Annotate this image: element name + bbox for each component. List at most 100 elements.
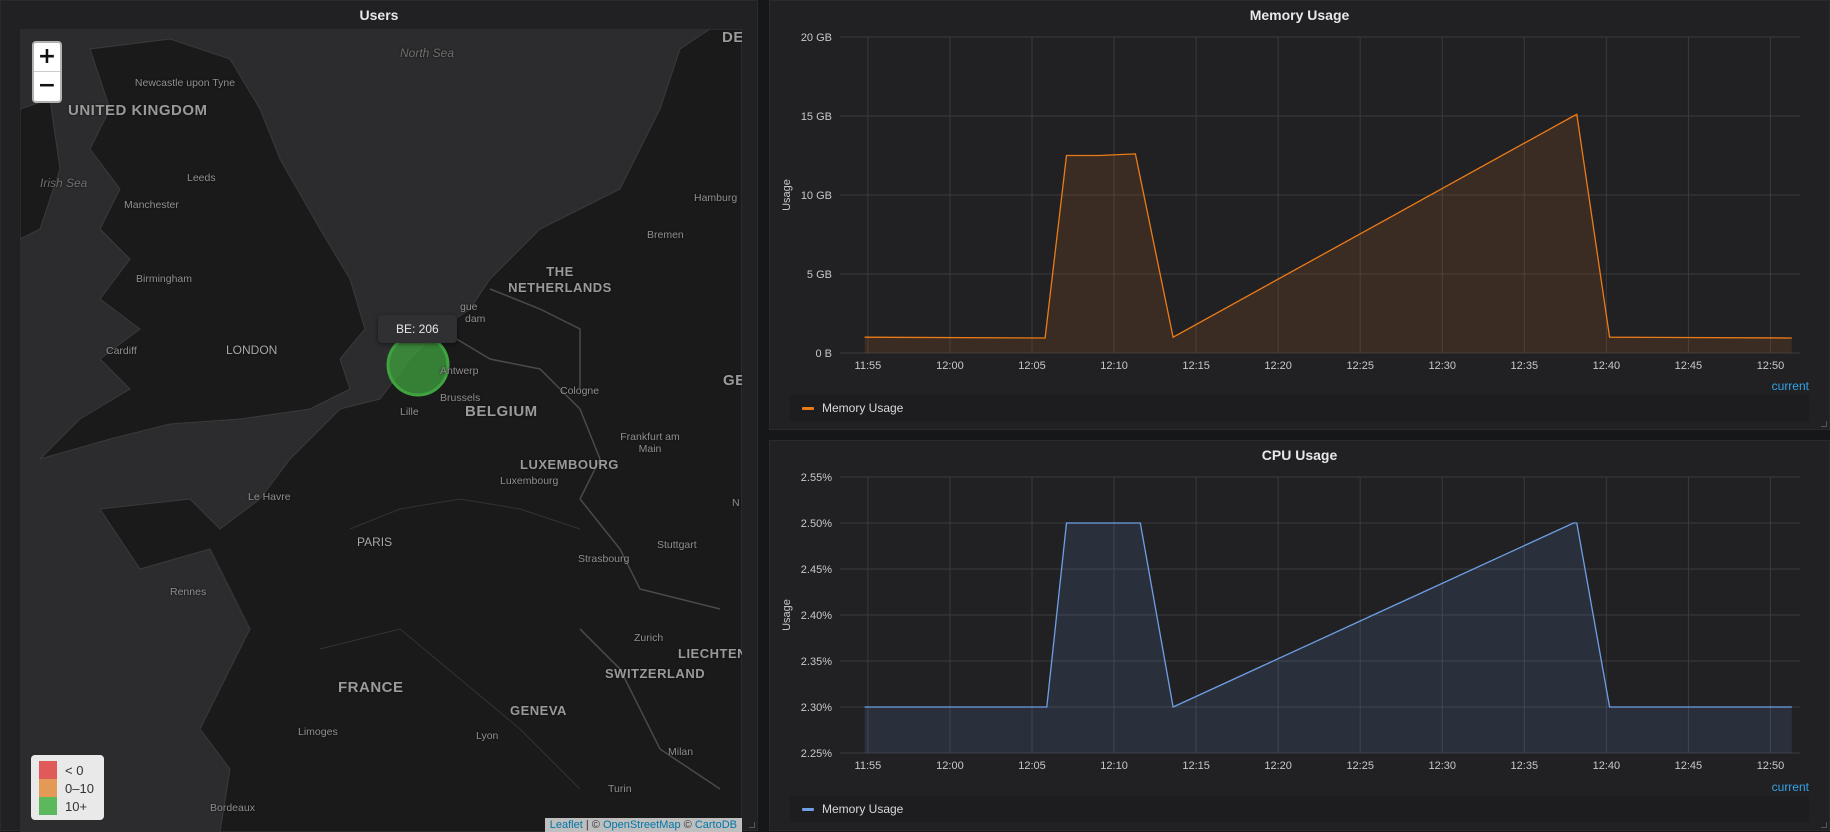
map-label-belgium: BELGIUM [465,403,538,420]
panel-resize-handle[interactable] [1821,421,1827,427]
map-label-antwerp: Antwerp [440,365,479,377]
map-label-geneva: GENEVA [510,703,567,718]
map-legend-row: < 0 [39,761,94,779]
zoom-in-button[interactable]: + [34,43,60,72]
memory-legend: Memory Usage [790,395,1809,421]
map-label-frankfurt: Frankfurt am Main [615,431,685,455]
map-label-luxembourg: LUXEMBOURG [520,457,619,472]
map-label-lyon: Lyon [476,730,498,742]
map-label-switzerland: SWITZERLAND [605,666,705,681]
x-tick-label: 12:25 [1346,360,1374,372]
x-tick-label: 12:15 [1182,360,1210,372]
map-label-stuttgart: Stuttgart [657,539,697,551]
map-label-hamburg: Hamburg [694,192,737,204]
map-label-le-havre: Le Havre [248,491,291,503]
x-tick-label: 12:00 [936,760,964,772]
map-label-milan: Milan [668,746,693,758]
map-label-birmingham: Birmingham [136,273,192,285]
map-label-turin: Turin [608,783,632,795]
y-tick-label: 2.25% [801,748,832,760]
cpu-usage-chart[interactable]: 2.25%2.30%2.35%2.40%2.45%2.50%2.55%11:55… [770,441,1830,781]
map-legend-row: 10+ [39,797,94,815]
x-tick-label: 12:05 [1018,760,1046,772]
map-label-luxembourg-city: Luxembourg [500,475,558,487]
x-tick-label: 12:50 [1757,360,1785,372]
map-label-manchester: Manchester [124,199,179,211]
x-tick-label: 11:55 [855,760,882,772]
x-tick-label: 12:40 [1593,760,1621,772]
legend-label-high: 10+ [65,799,87,814]
x-tick-label: 12:30 [1428,760,1456,772]
panel-resize-handle[interactable] [1821,822,1827,828]
map-label-north-sea: North Sea [400,47,450,59]
x-tick-label: 12:05 [1018,360,1046,372]
x-tick-label: 12:20 [1264,360,1292,372]
legend-label-low: 0–10 [65,781,94,796]
memory-legend-label[interactable]: Memory Usage [822,401,903,415]
map-label-ge-edge: GE [723,372,742,389]
map-label-london: LONDON [226,343,277,357]
cartodb-link[interactable]: CartoDB [695,819,737,831]
map-label-bordeaux: Bordeaux [210,802,255,814]
y-tick-label: 2.40% [801,610,832,622]
legend-series-color [802,407,814,410]
map-label-cologne: Cologne [560,385,599,397]
map-label-newcastle: Newcastle upon Tyne [130,77,240,89]
legend-swatch-negative [39,761,57,779]
map-label-irish-sea: Irish Sea [40,177,76,189]
map-marker-be [388,335,448,395]
world-map[interactable]: UNITED KINGDOM North Sea Irish Sea Newca… [20,29,742,832]
zoom-out-button[interactable]: − [34,72,60,101]
x-tick-label: 12:45 [1675,360,1703,372]
legend-series-color [802,808,814,811]
legend-label-negative: < 0 [65,763,83,778]
map-label-bremen: Bremen [647,229,684,241]
memory-current-label[interactable]: current [1772,379,1809,393]
y-tick-label: 2.35% [801,656,832,668]
y-tick-label: 20 GB [801,32,832,44]
map-attribution: Leaflet | © OpenStreetMap © CartoDB [545,818,742,832]
series-area [865,523,1792,753]
map-label-cardiff: Cardiff [106,345,137,357]
x-tick-label: 12:15 [1182,760,1210,772]
map-legend-row: 0–10 [39,779,94,797]
x-tick-label: 11:55 [855,360,882,372]
cpu-current-label[interactable]: current [1772,780,1809,794]
x-tick-label: 12:40 [1593,360,1621,372]
y-axis-label: Usage [781,599,793,631]
cpu-legend: Memory Usage [790,796,1809,822]
x-tick-label: 12:10 [1100,360,1128,372]
y-tick-label: 2.45% [801,564,832,576]
y-tick-label: 5 GB [807,269,832,281]
map-tooltip: BE: 206 [378,315,457,343]
y-tick-label: 2.30% [801,702,832,714]
attribution-separator: | © [583,819,603,831]
x-tick-label: 12:35 [1511,360,1539,372]
map-label-france: FRANCE [338,679,404,696]
map-label-strasbourg: Strasbourg [578,553,629,565]
map-label-dam: dam [465,313,485,325]
map-label-rennes: Rennes [170,586,206,598]
y-tick-label: 2.55% [801,472,832,484]
cpu-usage-panel: CPU Usage 2.25%2.30%2.35%2.40%2.45%2.50%… [769,440,1830,831]
x-tick-label: 12:10 [1100,760,1128,772]
legend-swatch-high [39,797,57,815]
panel-resize-handle[interactable] [749,822,755,828]
map-label-de-edge: DE [722,29,742,46]
y-tick-label: 10 GB [801,190,832,202]
cpu-legend-label[interactable]: Memory Usage [822,802,903,816]
x-tick-label: 12:50 [1757,760,1785,772]
openstreetmap-link[interactable]: OpenStreetMap [603,819,681,831]
y-tick-label: 0 B [815,348,832,360]
x-tick-label: 12:00 [936,360,964,372]
x-tick-label: 12:45 [1675,760,1703,772]
users-panel: Users UNITED KINGDOM North Sea Irish Sea… [0,0,758,831]
series-area [865,114,1792,353]
zoom-control: + − [32,41,62,103]
map-label-liechtenstein: LIECHTENS [678,646,742,661]
legend-swatch-low [39,779,57,797]
map-label-united-kingdom: UNITED KINGDOM [68,102,208,119]
leaflet-link[interactable]: Leaflet [550,819,583,831]
